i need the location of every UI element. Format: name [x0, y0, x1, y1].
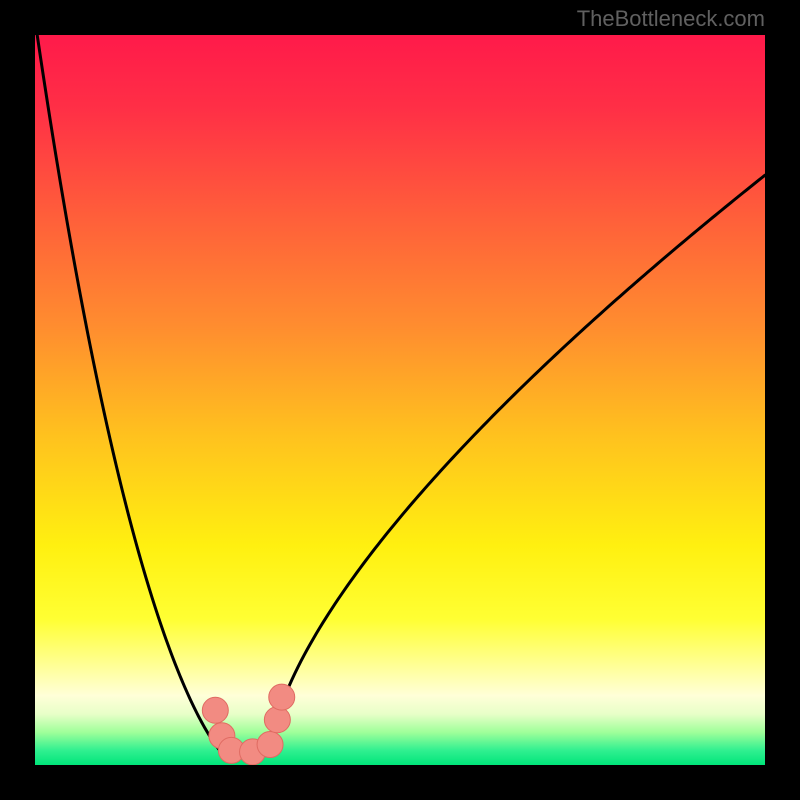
marker-dot	[269, 684, 295, 710]
curve-layer	[0, 0, 800, 800]
marker-dot	[202, 697, 228, 723]
bottleneck-curve	[37, 35, 765, 754]
chart-container: TheBottleneck.com	[0, 0, 800, 800]
watermark-text: TheBottleneck.com	[577, 6, 765, 32]
marker-dot	[264, 707, 290, 733]
marker-dot	[257, 732, 283, 758]
